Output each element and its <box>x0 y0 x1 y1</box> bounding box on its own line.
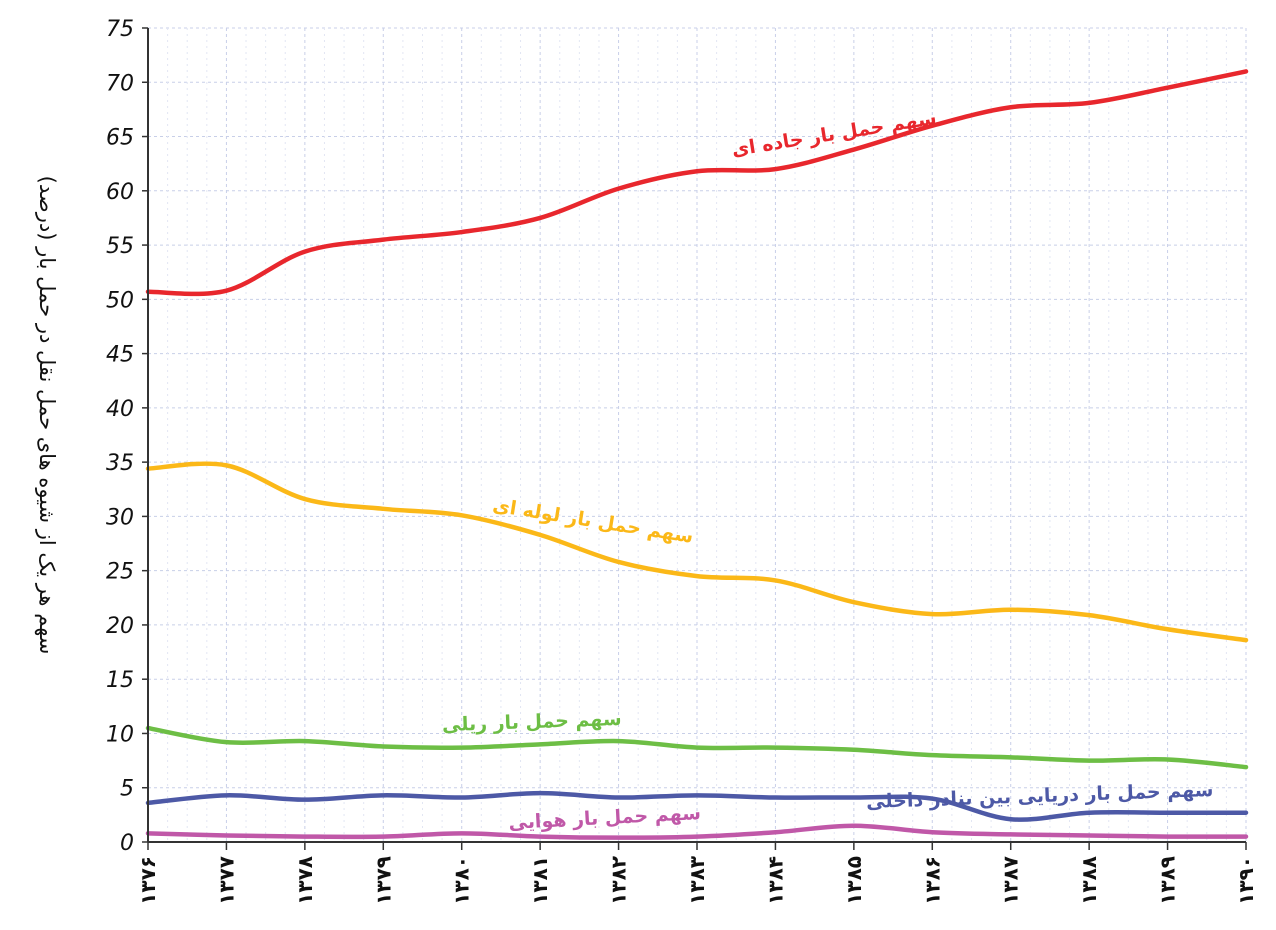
series-lines <box>145 69 1249 840</box>
y-tick-label: 60 <box>106 180 134 205</box>
y-tick-label: 40 <box>106 397 134 422</box>
x-tick-label: ۱۳۷۸ <box>293 856 317 905</box>
y-tick-label: 25 <box>106 560 134 585</box>
y-tick-label: 10 <box>106 722 134 747</box>
y-tick-label: 55 <box>106 234 134 259</box>
x-tick-label: ۱۳۸۲ <box>607 856 631 905</box>
x-tick-label: ۱۳۸۳ <box>685 856 709 905</box>
x-tick-label: ۱۳۸۸ <box>1077 856 1101 905</box>
x-axis-ticks: ۱۳۷۶ ۱۳۷۷ ۱۳۷۸ ۱۳۷۹ ۱۳۸۰ ۱۳۸۱ ۱۳۸۲ ۱۳۸۳ ۱۳۸۴ ۱۳۸۵… <box>136 842 1258 905</box>
y-tick-label: 50 <box>106 288 134 313</box>
x-tick-label: ۱۳۸۵ <box>842 856 866 905</box>
x-tick-label: ۱۳۷۶ <box>136 856 160 905</box>
y-tick-label: 5 <box>120 777 134 802</box>
x-tick-label: ۱۳۸۴ <box>763 856 787 905</box>
x-tick-label: ۱۳۸۹ <box>1156 856 1180 905</box>
y-tick-label: 70 <box>106 71 134 96</box>
y-axis-ticks: 0 5 10 15 20 25 30 35 40 45 50 55 60 65 70 75 <box>106 17 148 856</box>
x-tick-label: ۱۳۸۶ <box>920 856 944 905</box>
y-tick-label: 20 <box>106 614 134 639</box>
y-tick-label: 0 <box>120 831 134 856</box>
y-tick-label: 65 <box>106 126 134 151</box>
x-tick-label: ۱۳۷۹ <box>371 856 395 905</box>
y-tick-label: 45 <box>106 343 134 368</box>
y-tick-label: 75 <box>106 17 134 42</box>
x-tick-label: ۱۳۷۷ <box>214 856 238 905</box>
x-tick-label: ۱۳۸۱ <box>528 856 552 905</box>
x-tick-label: ۱۳۸۰ <box>450 856 474 905</box>
y-tick-label: 30 <box>106 505 134 530</box>
gridlines <box>147 27 1247 843</box>
y-tick-label: 15 <box>106 668 134 693</box>
x-tick-label: ۱۳۹۰ <box>1234 856 1258 905</box>
y-tick-label: 35 <box>106 451 134 476</box>
x-tick-label: ۱۳۸۷ <box>999 856 1023 905</box>
y-axis-label: سهم هر یک از شیوه های حمل نقل در حمل بار… <box>34 176 59 655</box>
